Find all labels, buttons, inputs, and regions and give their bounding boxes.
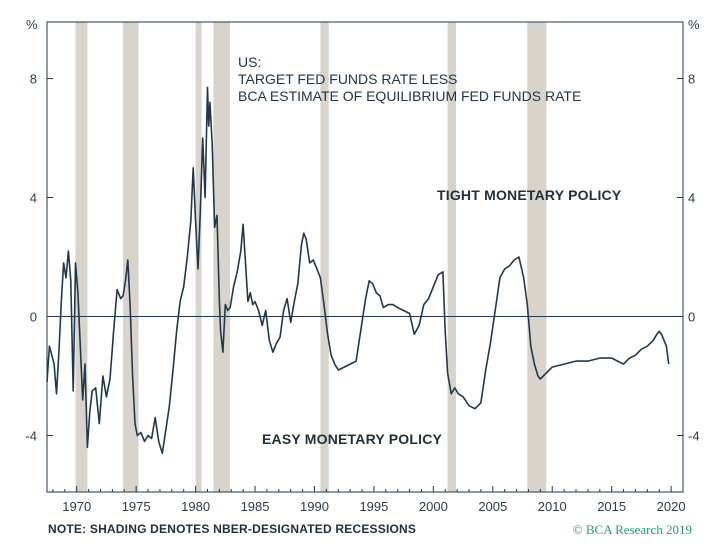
y-tick-label-left--4: -4 (25, 428, 37, 443)
recession-band-2 (123, 22, 139, 492)
recession-band-1 (75, 22, 88, 492)
x-tick-label-2010: 2010 (538, 499, 567, 514)
chart-title-line-1: US: (238, 54, 261, 70)
chart-title-line-3: BCA ESTIMATE OF EQUILIBRIUM FED FUNDS RA… (238, 88, 581, 104)
y-tick-label-left-8: 8 (30, 72, 37, 87)
footnote: NOTE: SHADING DENOTES NBER-DESIGNATED RE… (48, 522, 417, 536)
y-tick-label-right--4: -4 (688, 428, 700, 443)
unit-right: % (688, 17, 700, 32)
y-tick-label-left-0: 0 (30, 309, 37, 324)
x-axis: 1970 1975 1980 1985 1990 1995 2000 2005 2010 2015… (52, 486, 686, 514)
y-axis-right: -4 0 4 8 (677, 72, 700, 443)
x-tick-label-1980: 1980 (181, 499, 210, 514)
x-tick-label-1970: 1970 (62, 499, 91, 514)
x-tick-label-2000: 2000 (419, 499, 448, 514)
annotation-easy: EASY MONETARY POLICY (262, 431, 443, 447)
x-tick-label-2015: 2015 (597, 499, 626, 514)
x-tick-label-2020: 2020 (657, 499, 686, 514)
x-tick-label-2005: 2005 (478, 499, 507, 514)
unit-left: % (26, 17, 38, 32)
y-tick-label-left-4: 4 (30, 191, 37, 206)
recession-band-5 (320, 22, 329, 492)
y-tick-label-right-8: 8 (688, 72, 695, 87)
chart-title-line-2: TARGET FED FUNDS RATE LESS (238, 71, 457, 87)
recession-band-6 (447, 22, 456, 492)
recession-band-4 (213, 22, 231, 492)
credit: © BCA Research 2019 (572, 522, 692, 537)
x-tick-label-1975: 1975 (122, 499, 151, 514)
y-axis-left: -4 0 4 8 (25, 72, 53, 443)
annotation-tight: TIGHT MONETARY POLICY (437, 187, 622, 203)
series-line (46, 86, 670, 455)
recession-band-7 (527, 22, 547, 492)
x-tick-label-1985: 1985 (241, 499, 270, 514)
x-tick-label-1990: 1990 (300, 499, 329, 514)
y-tick-label-right-4: 4 (688, 191, 695, 206)
y-tick-label-right-0: 0 (688, 309, 695, 324)
plot-frame (46, 21, 684, 493)
x-tick-label-1995: 1995 (359, 499, 388, 514)
